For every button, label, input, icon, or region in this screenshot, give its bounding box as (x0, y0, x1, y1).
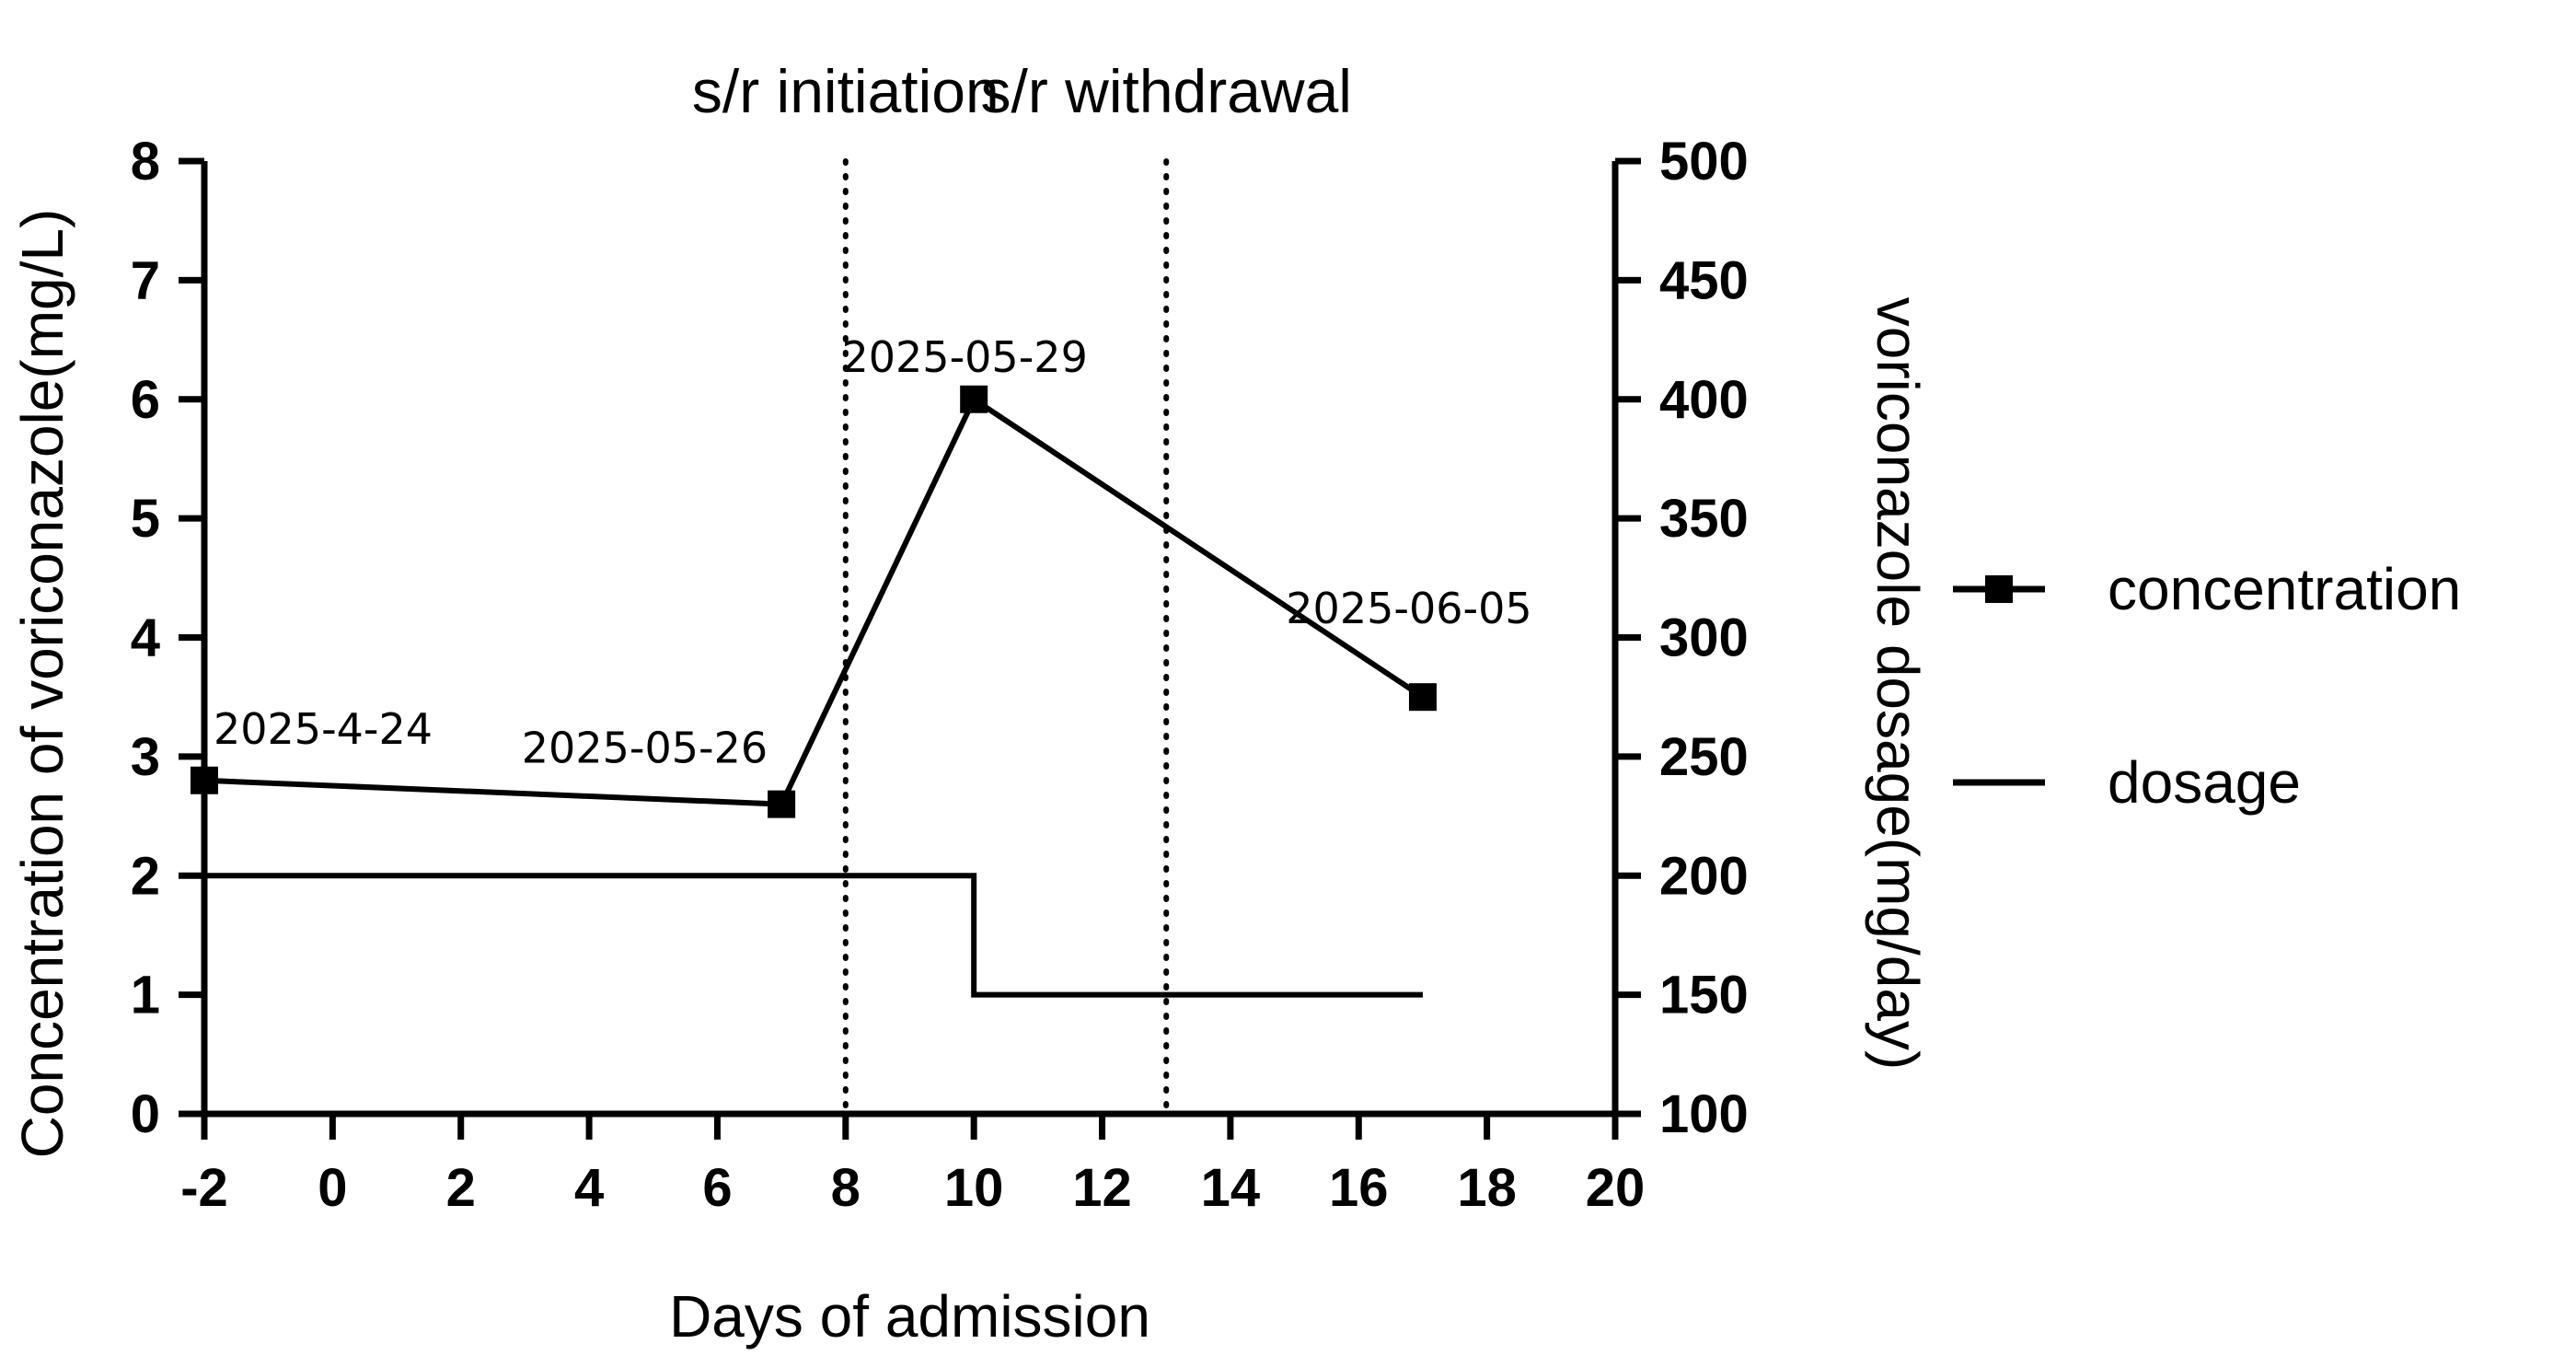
x-tick-label: 6 (702, 1158, 732, 1218)
x-tick-label: 4 (574, 1158, 604, 1218)
series-line-dosage (204, 873, 1423, 998)
x-tick-label: 18 (1457, 1158, 1517, 1218)
y2-tick-label: 250 (1659, 727, 1749, 787)
data-point (960, 385, 988, 413)
axes: -2 0 2 4 6 8 10 12 14 16 18 20012345678100150200250… (131, 132, 1749, 1218)
y-tick-label: 4 (131, 608, 160, 668)
x-tick-label: -2 (180, 1158, 228, 1218)
y2-tick-label: 500 (1659, 132, 1749, 191)
data-point (768, 790, 796, 818)
data-label: 2025-4-24 (214, 704, 433, 754)
event-label: s/r withdrawal (981, 57, 1352, 125)
x-tick-label: 0 (318, 1158, 347, 1218)
data-point (1408, 683, 1437, 712)
y-tick-label: 2 (131, 846, 160, 906)
y2-tick-label: 200 (1659, 846, 1749, 906)
y-tick-label: 0 (131, 1084, 160, 1144)
y-tick-label: 8 (131, 132, 160, 191)
y-axis-title: Concentration of voriconazole(mg/L) (9, 209, 75, 1159)
legend: concentration dosage (1953, 556, 2461, 816)
plot-area (191, 158, 1437, 1117)
legend-label: dosage (2108, 749, 2301, 816)
series-line-concentration (203, 395, 1425, 807)
x-tick-label: 16 (1329, 1158, 1389, 1218)
x-tick-label: 20 (1586, 1158, 1646, 1218)
y2-tick-label: 400 (1659, 370, 1749, 430)
event-label: s/r initiation (692, 57, 999, 125)
data-label: 2025-06-05 (1286, 584, 1531, 633)
y2-tick-label: 100 (1659, 1084, 1749, 1144)
x-tick-label: 10 (944, 1158, 1004, 1218)
x-tick-label: 2 (446, 1158, 476, 1218)
legend-marker (1985, 575, 2013, 603)
y-tick-label: 3 (131, 727, 160, 787)
x-tick-label: 12 (1072, 1158, 1132, 1218)
x-axis-title: Days of admission (669, 1283, 1150, 1350)
data-label: 2025-05-26 (522, 724, 768, 773)
x-tick-label: 14 (1201, 1158, 1261, 1218)
y-tick-label: 5 (131, 489, 160, 549)
data-label: 2025-05-29 (842, 332, 1088, 382)
y-tick-label: 1 (131, 966, 160, 1025)
y-tick-label: 7 (131, 250, 160, 310)
y2-tick-label: 300 (1659, 608, 1749, 668)
y2-tick-label: 350 (1659, 489, 1749, 549)
y2-tick-label: 150 (1659, 966, 1749, 1025)
x-tick-label: 8 (831, 1158, 861, 1218)
legend-label: concentration (2108, 556, 2461, 622)
y2-tick-label: 450 (1659, 250, 1749, 310)
y2-axis-title: voriconazole dosage(mg/day) (1865, 297, 1931, 1071)
y-tick-label: 6 (131, 370, 160, 430)
